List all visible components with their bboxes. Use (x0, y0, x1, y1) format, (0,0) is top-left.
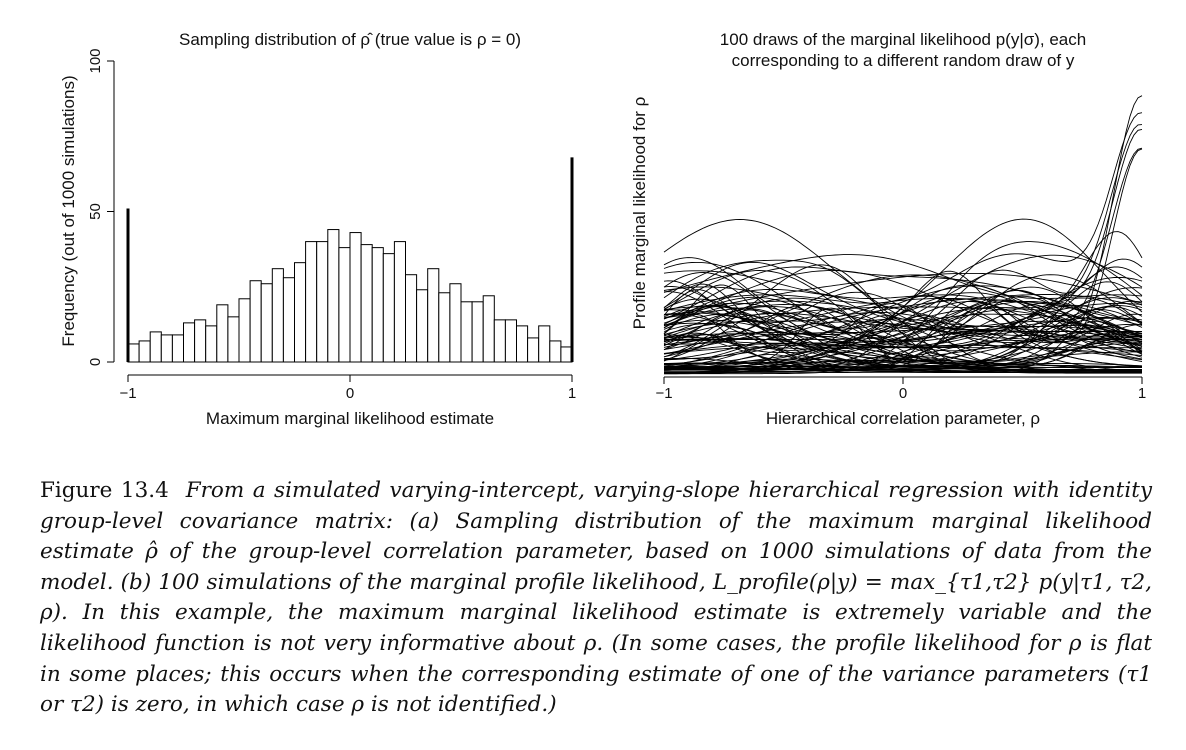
likelihood-curve (663, 312, 1143, 361)
histogram-bar (249, 280, 262, 363)
likelihood-curve (664, 301, 1143, 375)
histogram-bar (471, 301, 484, 363)
histogram-bar (194, 319, 207, 363)
histogram-bar (427, 268, 440, 363)
histogram-bar (316, 241, 329, 363)
likelihood-curve (663, 219, 1142, 340)
x-tick-label: 0 (899, 385, 907, 402)
likelihood-curve (663, 301, 1143, 369)
likelihood-curve (664, 324, 1142, 370)
x-tick-label: 0 (346, 385, 354, 402)
likelihood-curve (663, 313, 1142, 373)
likelihood-title-line1: 100 draws of the marginal likelihood p(y… (720, 30, 1086, 49)
histogram-ylabel: Frequency (out of 1000 simulations) (59, 75, 78, 346)
x-tick-label: −1 (655, 385, 672, 402)
histogram-bar (405, 274, 418, 363)
likelihood-curve (663, 264, 1142, 370)
histogram-xlabel: Maximum marginal likelihood estimate (206, 409, 494, 428)
histogram-bar (538, 325, 551, 363)
histogram-bar (205, 325, 218, 363)
histogram-bar (371, 247, 384, 363)
x-tick-label: −1 (119, 385, 136, 402)
histogram-bars (126, 157, 574, 363)
likelihood-curve (663, 231, 1143, 367)
histogram-bar (238, 298, 251, 363)
likelihood-curve (663, 112, 1143, 312)
histogram-bar (338, 247, 351, 363)
histogram-bar (138, 340, 151, 363)
histogram-bar (183, 322, 196, 363)
histogram-bar (493, 319, 506, 363)
histogram-bar (294, 262, 307, 363)
histogram-bar (382, 253, 395, 363)
histogram-bar (216, 304, 229, 363)
likelihood-curve (663, 302, 1143, 348)
histogram-bar (227, 316, 240, 363)
x-tick-label: 1 (1138, 385, 1146, 402)
likelihood-curve (663, 266, 1143, 323)
likelihood-curve (664, 286, 1143, 371)
y-tick-label: 0 (87, 358, 104, 366)
histogram-bar (560, 346, 573, 363)
likelihood-curve (664, 284, 1143, 365)
histogram-bar (527, 337, 540, 363)
likelihood-curve (664, 306, 1143, 368)
histogram-bar (438, 292, 451, 363)
caption-label: Figure 13.4 (40, 478, 169, 503)
likelihood-curve (663, 312, 1143, 339)
likelihood-curve (663, 299, 1143, 346)
histogram-bar (171, 334, 184, 363)
likelihood-curve (664, 95, 1143, 368)
histogram-bar (516, 325, 529, 363)
caption-text: From a simulated varying-intercept, vary… (40, 478, 1152, 718)
likelihood-ylabel: Profile marginal likelihood for ρ (630, 97, 649, 330)
likelihood-curve (663, 318, 1143, 366)
likelihood-title-line2: corresponding to a different random draw… (732, 51, 1075, 70)
likelihood-curve (663, 342, 1143, 365)
y-tick-label: 100 (87, 48, 104, 73)
histogram-bar (504, 319, 517, 363)
likelihood-axes: −1 0 1 (655, 376, 1146, 402)
histogram-bar (393, 241, 406, 363)
histogram-bar (460, 301, 473, 363)
histogram-bar (271, 268, 284, 363)
figure-caption: Figure 13.4 From a simulated varying-int… (40, 476, 1152, 721)
histogram-bar (260, 283, 273, 363)
likelihood-curve (663, 296, 1143, 367)
histogram-axes: −1 0 1 0 50 100 (87, 48, 576, 402)
figure: Sampling distribution of ρ̂ (true value … (59, 30, 1146, 428)
histogram-bar (449, 283, 462, 363)
likelihood-curve (663, 272, 1143, 319)
histogram-bar (482, 295, 495, 363)
likelihood-curve (664, 307, 1142, 368)
likelihood-curve (663, 261, 1142, 332)
histogram-bar (160, 334, 173, 363)
likelihood-xlabel: Hierarchical correlation parameter, ρ (766, 409, 1040, 428)
likelihood-curve (663, 270, 1143, 334)
histogram-bar (360, 244, 373, 363)
likelihood-curve (664, 359, 1143, 369)
likelihood-curve (663, 257, 1142, 339)
histogram-bar (282, 277, 295, 363)
histogram-panel: Sampling distribution of ρ̂ (true value … (59, 30, 576, 428)
likelihood-curve (663, 274, 1143, 358)
likelihood-curve (664, 241, 1143, 373)
histogram-bar (127, 343, 140, 363)
histogram-bar (305, 241, 318, 363)
histogram-title: Sampling distribution of ρ̂ (true value … (179, 30, 521, 49)
histogram-bar (416, 289, 429, 363)
x-tick-label: 1 (568, 385, 576, 402)
likelihood-curve (663, 311, 1143, 372)
histogram-bar (149, 331, 162, 363)
histogram-bar (327, 229, 340, 363)
likelihood-curves (663, 95, 1143, 375)
likelihood-panel: 100 draws of the marginal likelihood p(y… (630, 30, 1146, 428)
histogram-bar (349, 232, 362, 363)
y-tick-label: 50 (87, 203, 104, 220)
histogram-bar (549, 340, 562, 363)
likelihood-curve (663, 288, 1143, 368)
